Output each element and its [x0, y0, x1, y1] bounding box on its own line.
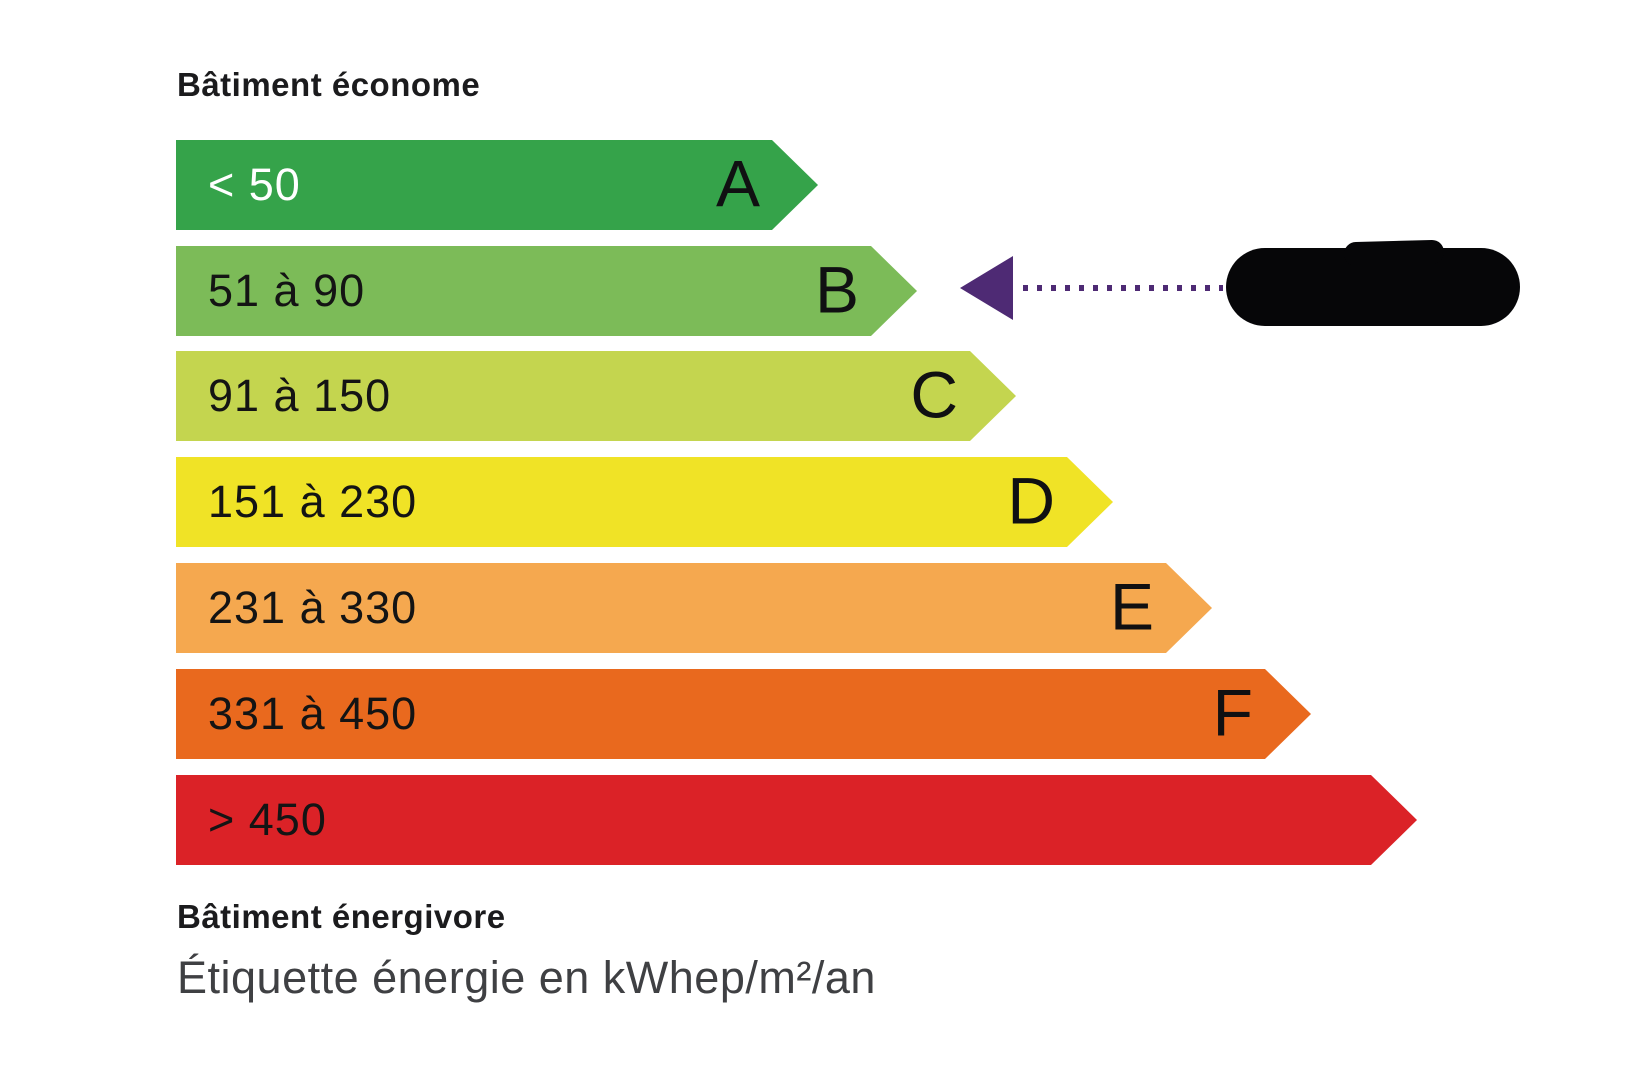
redacted-rating-value [1226, 248, 1520, 326]
energy-unit-caption: Étiquette énergie en kWhep/m²/an [177, 952, 876, 1003]
energy-class-letter: C [910, 357, 958, 432]
energy-class-bar-g: > 450 [176, 775, 1417, 865]
energy-class-range: 91 à 150 [208, 370, 392, 421]
energy-class-bar-c: 91 à 150 C [176, 351, 1016, 441]
energy-class-range: 151 à 230 [208, 476, 418, 527]
energy-class-bar-d: 151 à 230 D [176, 457, 1113, 547]
energy-class-letter: F [1212, 675, 1253, 750]
energy-class-bar-f: 331 à 450 F [176, 669, 1311, 759]
energy-class-range: < 50 [208, 159, 301, 210]
energy-class-bar-b: 51 à 90 B [176, 246, 917, 336]
energy-class-bar-e: 231 à 330 E [176, 563, 1212, 653]
energy-class-letter: A [715, 146, 760, 221]
rating-pointer-triangle-icon [960, 256, 1013, 320]
energy-class-range: 51 à 90 [208, 265, 366, 316]
energy-class-range: > 450 [208, 794, 327, 845]
energy-class-letter: D [1007, 463, 1055, 538]
energy-class-bar-a: < 50 A [176, 140, 818, 230]
energy-class-range: 331 à 450 [208, 688, 418, 739]
economical-building-label: Bâtiment économe [177, 66, 481, 103]
energy-intensive-building-label: Bâtiment énergivore [177, 898, 506, 935]
energy-class-letter: B [814, 252, 859, 327]
energy-class-letter: E [1109, 569, 1154, 644]
rating-pointer-dotted-line [1023, 285, 1223, 291]
energy-class-range: 231 à 330 [208, 582, 418, 633]
